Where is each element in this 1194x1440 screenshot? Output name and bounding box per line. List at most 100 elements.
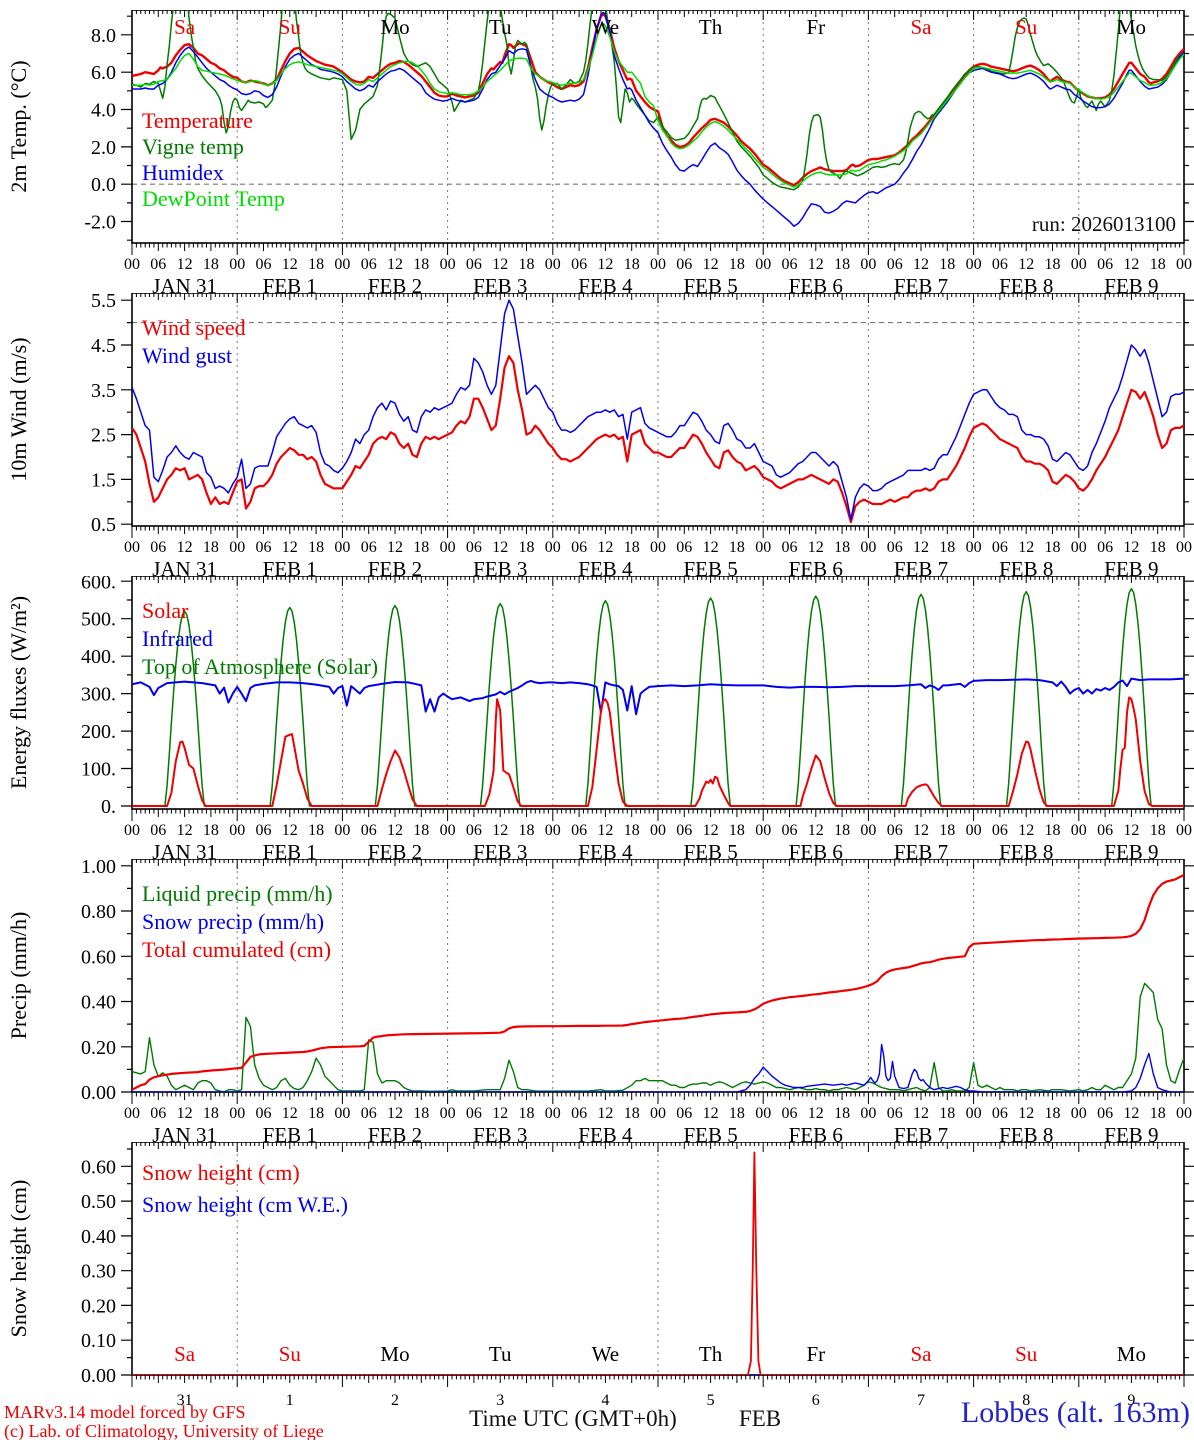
hour-label: 12: [387, 256, 403, 273]
hour-label: 18: [939, 539, 955, 556]
energy-legend-2: Infrared: [142, 626, 213, 651]
day-of-week-label: Sa: [174, 1342, 196, 1366]
hour-label: 18: [413, 1105, 429, 1122]
day-of-week-label: Th: [699, 1342, 723, 1366]
y-tick-label: 0.00: [81, 1365, 116, 1387]
hour-label: 00: [124, 256, 140, 273]
snow-legend-1: Snow height (cm): [142, 1160, 300, 1185]
hour-label: 06: [782, 822, 798, 839]
hour-label: 18: [624, 1105, 640, 1122]
hour-label: 18: [729, 256, 745, 273]
y-tick-label: 0.20: [81, 1037, 116, 1059]
y-tick-label: 8.0: [91, 25, 116, 47]
temperature-legend-4: DewPoint Temp: [142, 186, 285, 211]
y-tick-label: 200.: [81, 721, 116, 743]
hour-label: 18: [1150, 539, 1166, 556]
hour-label: 06: [150, 539, 166, 556]
hour-label: 12: [703, 1105, 719, 1122]
hour-label: 00: [860, 1105, 876, 1122]
hour-label: 18: [308, 256, 324, 273]
hour-label: 00: [966, 539, 982, 556]
hour-label: 18: [519, 1105, 535, 1122]
hour-label: 00: [1176, 822, 1192, 839]
hour-label: 12: [808, 1105, 824, 1122]
hour-label: 06: [571, 1105, 587, 1122]
hour-label: 18: [834, 256, 850, 273]
hour-label: 06: [1097, 1105, 1113, 1122]
hour-label: 06: [676, 539, 692, 556]
hour-label: 06: [256, 256, 272, 273]
energy-axis-title: Energy fluxes (W/m²): [6, 596, 31, 789]
hour-label: 06: [150, 822, 166, 839]
day-of-week-label: Sa: [911, 15, 933, 39]
hour-label: 06: [361, 1105, 377, 1122]
hour-label: 06: [466, 256, 482, 273]
y-tick-label: 0.50: [81, 1191, 116, 1213]
day-number-label: 9: [1127, 1392, 1135, 1409]
hour-label: 18: [519, 256, 535, 273]
hour-label: 00: [440, 256, 456, 273]
hour-label: 00: [124, 822, 140, 839]
hour-label: 00: [1071, 1105, 1087, 1122]
hour-label: 18: [729, 539, 745, 556]
hour-label: 18: [203, 1105, 219, 1122]
y-tick-label: 0.60: [81, 946, 116, 968]
y-ticks: [121, 580, 1194, 807]
hour-label: 00: [440, 539, 456, 556]
hour-label: 06: [676, 822, 692, 839]
hour-label: 18: [413, 256, 429, 273]
hour-label: 12: [492, 256, 508, 273]
day-number-label: 2: [391, 1392, 399, 1409]
hour-label: 06: [1097, 539, 1113, 556]
y-tick-label: 3.5: [91, 380, 116, 402]
hour-label: 18: [203, 822, 219, 839]
hour-label: 12: [703, 822, 719, 839]
hour-label: 06: [256, 1105, 272, 1122]
hour-label: 06: [782, 539, 798, 556]
y-tick-label: 600.: [81, 576, 116, 593]
hour-label: 12: [1123, 256, 1139, 273]
hour-label: 00: [755, 256, 771, 273]
hour-label: 06: [256, 822, 272, 839]
hour-label: 18: [519, 822, 535, 839]
hour-ticks: [131, 293, 1185, 538]
hour-label: 00: [755, 1105, 771, 1122]
hour-label: 06: [150, 256, 166, 273]
hour-label: 00: [545, 256, 561, 273]
temperature-axis-title: 2m Temp. (°C): [6, 60, 31, 192]
hour-label: 00: [334, 822, 350, 839]
y-tick-label: 0.60: [81, 1156, 116, 1178]
wind-series-wind-gust: [132, 299, 1184, 521]
hour-label: 00: [229, 822, 245, 839]
hour-label: 12: [177, 256, 193, 273]
hour-label: 06: [466, 1105, 482, 1122]
y-tick-label: 500.: [81, 609, 116, 631]
hour-label: 18: [1045, 256, 1061, 273]
hour-label: 06: [992, 539, 1008, 556]
hour-label: 00: [650, 1105, 666, 1122]
day-number-label: 5: [707, 1392, 715, 1409]
y-tick-label: 1.00: [81, 859, 116, 878]
hour-label: 00: [1176, 1105, 1192, 1122]
day-of-week-label: Su: [279, 1342, 302, 1366]
hour-label: 12: [492, 539, 508, 556]
hour-label: 06: [256, 539, 272, 556]
credit-line-2: (c) Lab. of Climatology, University of L…: [4, 1421, 324, 1440]
day-of-week-label: Sa: [174, 15, 196, 39]
hour-label: 06: [887, 1105, 903, 1122]
y-tick-label: 0.20: [81, 1295, 116, 1317]
temperature-series-dewpoint: [132, 22, 1184, 188]
x-axis-title: Time UTC (GMT+0h): [469, 1406, 677, 1431]
snow-legend-2: Snow height (cm W.E.): [142, 1192, 348, 1217]
hour-label: 06: [782, 1105, 798, 1122]
hour-label: 00: [966, 822, 982, 839]
day-of-week-label: Fr: [806, 1342, 825, 1366]
temperature-series-humidex: [132, 11, 1184, 227]
hour-label: 06: [361, 539, 377, 556]
hour-label: 00: [229, 1105, 245, 1122]
day-of-week-label: Mo: [380, 15, 409, 39]
hour-label: 00: [334, 1105, 350, 1122]
hour-label: 06: [361, 822, 377, 839]
run-label: run: 2026013100: [1031, 212, 1176, 236]
hour-label: 18: [834, 1105, 850, 1122]
